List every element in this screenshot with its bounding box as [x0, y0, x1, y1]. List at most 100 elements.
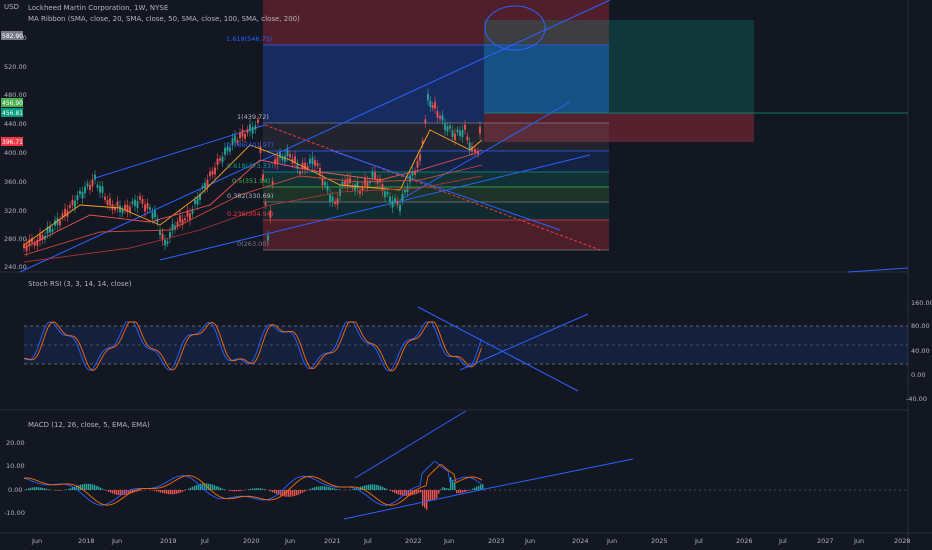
- macd-hist-bar: [302, 490, 304, 493]
- time-tick: Jul: [200, 537, 209, 545]
- stoch-axis[interactable]: 160.00 80.00 40.00 0.00 -40.00: [906, 299, 932, 403]
- macd-hist-bar: [86, 483, 88, 490]
- macd-hist-bar: [158, 490, 160, 492]
- macd-hist-bar: [400, 490, 402, 496]
- stoch-tick: 0.00: [911, 371, 925, 379]
- macd-hist-bar: [290, 490, 292, 497]
- fib-zone-05[interactable]: [263, 187, 609, 202]
- candle-body: [186, 210, 189, 217]
- long-position-target-zone[interactable]: [484, 20, 754, 113]
- macd-axis[interactable]: 20.00 10.00 0.00 -10.00: [4, 439, 25, 517]
- macd-hist-bar: [72, 487, 74, 490]
- candle-body: [239, 132, 241, 139]
- macd-hist-bar: [322, 486, 324, 490]
- macd-hist-bar: [106, 490, 108, 491]
- macd-hist-bar: [172, 490, 174, 495]
- fib-zone-extension[interactable]: [263, 45, 484, 123]
- currency-label: USD: [4, 3, 19, 11]
- stoch-k-line: [23, 321, 482, 372]
- price-tag: 456.81: [2, 110, 23, 117]
- candle-body: [159, 230, 161, 236]
- candle-body: [234, 135, 236, 142]
- candle-body: [124, 204, 126, 210]
- candle-body: [39, 233, 41, 241]
- macd-hist-bar: [404, 490, 406, 496]
- fib-zone-0382[interactable]: [263, 202, 609, 220]
- candle-body: [194, 199, 196, 205]
- macd-line: [23, 461, 483, 506]
- candle-body: [366, 180, 369, 187]
- candle-body: [314, 160, 316, 166]
- macd-hist-bar: [194, 485, 196, 490]
- candle-body: [179, 215, 181, 223]
- candle-body: [429, 100, 432, 107]
- candle-body: [229, 147, 231, 152]
- time-tick: Jun: [31, 537, 42, 545]
- candle-body: [28, 239, 31, 247]
- macd-hist-bar: [166, 490, 168, 494]
- macd-hist-bar: [466, 490, 468, 492]
- candle-body: [81, 191, 84, 199]
- macd-hist-bar: [28, 488, 30, 490]
- candle-body: [169, 231, 171, 238]
- candle-body: [25, 244, 28, 252]
- candle-body: [354, 184, 356, 191]
- fib-zone-0236[interactable]: [263, 220, 609, 250]
- candle-body: [254, 125, 257, 130]
- price-axis[interactable]: 560.00 520.00 480.00 440.00 400.00 360.0…: [4, 34, 27, 271]
- fib-label: 0.786(401.97): [227, 141, 273, 149]
- macd-hist-bar: [48, 489, 50, 490]
- macd-hist-bar: [162, 490, 164, 493]
- macd-hist-bar: [338, 489, 340, 490]
- fib-level-lines[interactable]: [263, 44, 908, 251]
- candle-body: [371, 171, 374, 178]
- time-tick: 2026: [736, 537, 753, 545]
- trendlines-price[interactable]: [19, 0, 909, 273]
- macd-hist-bar: [440, 489, 442, 490]
- macd-hist-bar: [118, 490, 120, 496]
- macd-hist-bar: [40, 487, 42, 490]
- candle-body: [411, 170, 414, 176]
- fib-zone-extension-b[interactable]: [484, 45, 609, 113]
- macd-hist-bar: [116, 490, 118, 495]
- macd-hist-bar: [282, 490, 284, 497]
- price-tick: 400.00: [4, 149, 27, 157]
- candle-body: [111, 204, 114, 210]
- macd-hist-bar: [306, 490, 308, 491]
- macd-hist-bar: [430, 490, 432, 501]
- time-tick: Jun: [443, 537, 454, 545]
- macd-hist-bar: [410, 490, 412, 496]
- candle-body: [126, 204, 129, 212]
- macd-hist-bar: [334, 488, 336, 490]
- stoch-tick: -40.00: [906, 395, 927, 403]
- trendlines-stoch[interactable]: [417, 306, 589, 392]
- time-axis[interactable]: Jun 2018 Jun 2019 Jul 2020 Jun 2021 Jul 2022 Jun 20…: [31, 537, 911, 545]
- stoch-tick: 160.00: [911, 299, 932, 307]
- macd-hist-bar: [292, 490, 294, 497]
- long-position-stop-zone[interactable]: [484, 113, 754, 142]
- ma-line: [23, 129, 483, 246]
- macd-legend[interactable]: MACD (12, 26, close, 5, EMA, EMA): [28, 421, 150, 429]
- macd-hist-bar: [368, 484, 370, 490]
- macd-hist-bar: [418, 490, 420, 494]
- candle-body: [404, 189, 406, 193]
- macd-hist-bar: [330, 487, 332, 490]
- macd-hist-bar: [232, 490, 234, 492]
- fib-zone-1[interactable]: [263, 123, 609, 151]
- ma-line: [23, 175, 483, 263]
- ma-ribbon-legend[interactable]: MA Ribbon (SMA, close, 20, SMA, close, 5…: [28, 15, 300, 23]
- macd-hist-bar: [188, 488, 190, 490]
- stoch-tick: 80.00: [911, 322, 930, 330]
- stoch-legend[interactable]: Stoch RSI (3, 3, 14, 14, close): [28, 280, 132, 288]
- candle-body: [184, 218, 186, 221]
- macd-hist-bar: [110, 490, 112, 493]
- candle-body: [334, 201, 336, 204]
- macd-hist-bar: [68, 488, 70, 490]
- trendlines-macd[interactable]: [343, 410, 634, 520]
- candle-body: [204, 182, 206, 189]
- fib-zone-top[interactable]: [263, 0, 609, 45]
- macd-hist-bar: [56, 490, 58, 491]
- symbol-title[interactable]: Lockheed Martin Corporation, 1W, NYSE: [28, 4, 168, 12]
- macd-hist-bar: [190, 487, 192, 490]
